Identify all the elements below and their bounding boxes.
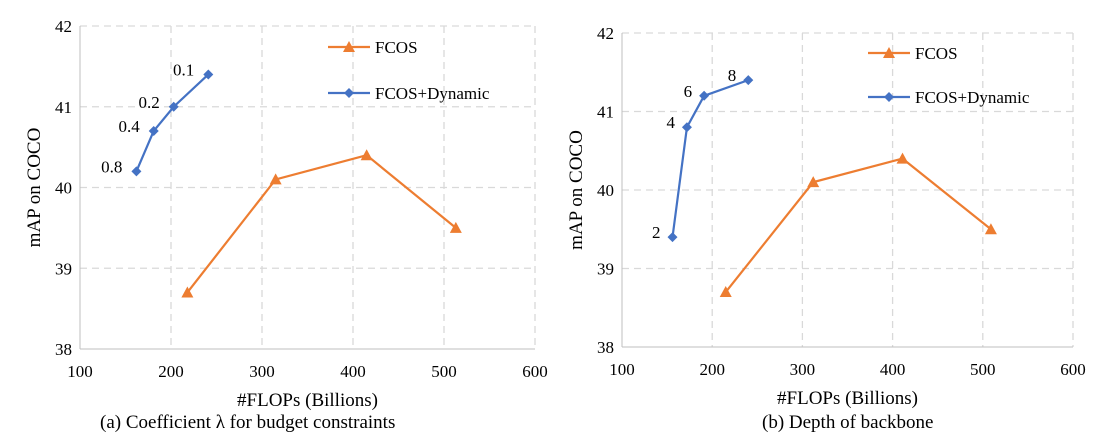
- y-tick-label: 42: [55, 17, 72, 36]
- data-label: 8: [728, 66, 737, 85]
- data-label: 0.2: [138, 93, 159, 112]
- y-tick-label: 38: [597, 338, 614, 357]
- legend-marker: [884, 92, 894, 102]
- data-point-fcos-dynamic: [203, 69, 214, 80]
- data-point-fcos: [719, 286, 732, 298]
- data-point-fcos-dynamic: [667, 232, 678, 243]
- legend-label: FCOS: [375, 38, 418, 57]
- y-axis-title: mAP on COCO: [24, 128, 45, 248]
- x-tick-label: 300: [790, 360, 816, 379]
- caption-a: (a) Coefficient λ for budget constraints: [100, 412, 396, 433]
- series-line-fcos: [186, 153, 457, 294]
- x-tick-label: 400: [340, 362, 366, 381]
- legend-marker: [343, 41, 355, 52]
- legend-label: FCOS+Dynamic: [915, 88, 1030, 107]
- x-tick-label: 300: [249, 362, 275, 381]
- data-point-fcos-dynamic: [148, 125, 159, 136]
- y-tick-label: 40: [597, 181, 614, 200]
- legend-label: FCOS: [915, 44, 958, 63]
- x-tick-label: 500: [431, 362, 457, 381]
- data-label: 0.8: [101, 157, 122, 176]
- y-tick-label: 40: [55, 179, 72, 198]
- data-point-fcos-dynamic: [168, 101, 179, 112]
- y-tick-label: 39: [55, 259, 72, 278]
- x-axis-title: #FLOPs (Billions): [237, 390, 378, 411]
- caption-b: (b) Depth of backbone: [762, 412, 934, 433]
- legend-label: FCOS+Dynamic: [375, 84, 490, 103]
- data-point-fcos: [360, 149, 373, 161]
- data-label: 6: [684, 82, 693, 101]
- data-point-fcos-dynamic: [743, 75, 754, 86]
- data-point-fcos: [807, 176, 820, 188]
- x-tick-label: 400: [880, 360, 906, 379]
- data-label: 0.1: [173, 60, 194, 79]
- x-tick-label: 600: [1060, 360, 1086, 379]
- data-point-fcos: [181, 286, 194, 298]
- legend-marker: [344, 88, 354, 98]
- y-tick-label: 38: [55, 340, 72, 359]
- series-line-fcos-dynamic: [135, 73, 210, 172]
- data-label: 0.4: [118, 117, 140, 136]
- data-label: 2: [652, 223, 661, 242]
- series-line-fcos-dynamic: [671, 79, 749, 238]
- y-tick-label: 41: [597, 103, 614, 122]
- data-point-fcos: [984, 223, 997, 235]
- legend-marker: [883, 47, 895, 58]
- x-tick-label: 600: [522, 362, 548, 381]
- data-point-fcos-dynamic: [681, 122, 692, 133]
- y-axis-title: mAP on COCO: [566, 130, 587, 250]
- x-tick-label: 500: [970, 360, 996, 379]
- x-tick-label: 200: [699, 360, 725, 379]
- data-point-fcos-dynamic: [131, 166, 142, 177]
- series-line-fcos: [724, 157, 992, 293]
- x-tick-label: 200: [158, 362, 184, 381]
- x-tick-label: 100: [67, 362, 93, 381]
- data-point-fcos: [896, 152, 909, 164]
- y-tick-label: 39: [597, 260, 614, 279]
- data-point-fcos: [269, 173, 282, 185]
- data-point-fcos-dynamic: [699, 90, 710, 101]
- y-tick-label: 42: [597, 24, 614, 43]
- y-tick-label: 41: [55, 98, 72, 117]
- data-point-fcos: [449, 221, 462, 233]
- chart-a: 38 39 40 41 42 100 200 300 400 500 600 #FLOPs (Bill…: [24, 17, 548, 411]
- data-label: 4: [666, 113, 675, 132]
- x-axis-title: #FLOPs (Billions): [777, 388, 918, 409]
- x-tick-label: 100: [609, 360, 635, 379]
